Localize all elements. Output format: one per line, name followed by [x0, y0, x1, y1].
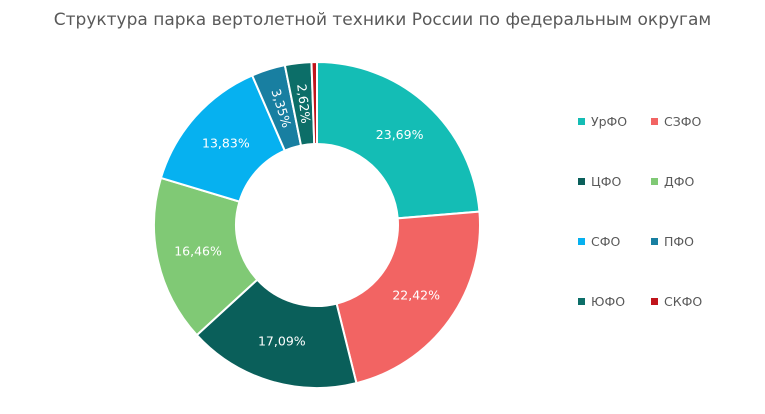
- legend-swatch: [578, 118, 585, 125]
- slice-СЗФО: [335, 210, 481, 385]
- legend-swatch: [651, 238, 658, 245]
- legend-item: УрФО: [578, 114, 627, 129]
- legend-label: СФО: [591, 234, 621, 249]
- legend-swatch: [651, 178, 658, 185]
- legend-swatch: [578, 238, 585, 245]
- legend-item: СФО: [578, 234, 620, 249]
- legend-swatch: [578, 178, 585, 185]
- slice-ЦФО: [195, 278, 358, 389]
- legend-label: УрФО: [591, 114, 628, 129]
- legend-swatch: [578, 298, 585, 305]
- legend-label: ПФО: [664, 234, 694, 249]
- legend-label: СКФО: [664, 294, 703, 309]
- chart-title: Структура парка вертолетной техники Росс…: [53, 10, 712, 30]
- legend-label: СЗФО: [664, 114, 702, 129]
- legend-item: СЗФО: [651, 114, 701, 129]
- legend-item: ЮФО: [578, 294, 625, 309]
- legend-swatch: [651, 298, 658, 305]
- data-label: 17,09%: [258, 333, 306, 348]
- data-label: 13,83%: [202, 135, 250, 150]
- legend-item: ПФО: [651, 234, 694, 249]
- legend-item: ЦФО: [578, 174, 621, 189]
- data-label: 16,46%: [174, 244, 222, 259]
- data-label: 2,62%: [294, 83, 314, 124]
- slice-УрФО: [316, 60, 481, 220]
- legend-label: ЮФО: [591, 294, 626, 309]
- slice-СКФО: [310, 60, 318, 146]
- legend-item: СКФО: [651, 294, 702, 309]
- data-label: 23,69%: [376, 127, 424, 142]
- legend-label: ДФО: [664, 174, 695, 189]
- legend-item: ДФО: [651, 174, 694, 189]
- legend-label: ЦФО: [591, 174, 622, 189]
- legend-swatch: [651, 118, 658, 125]
- data-label: 22,42%: [392, 288, 440, 303]
